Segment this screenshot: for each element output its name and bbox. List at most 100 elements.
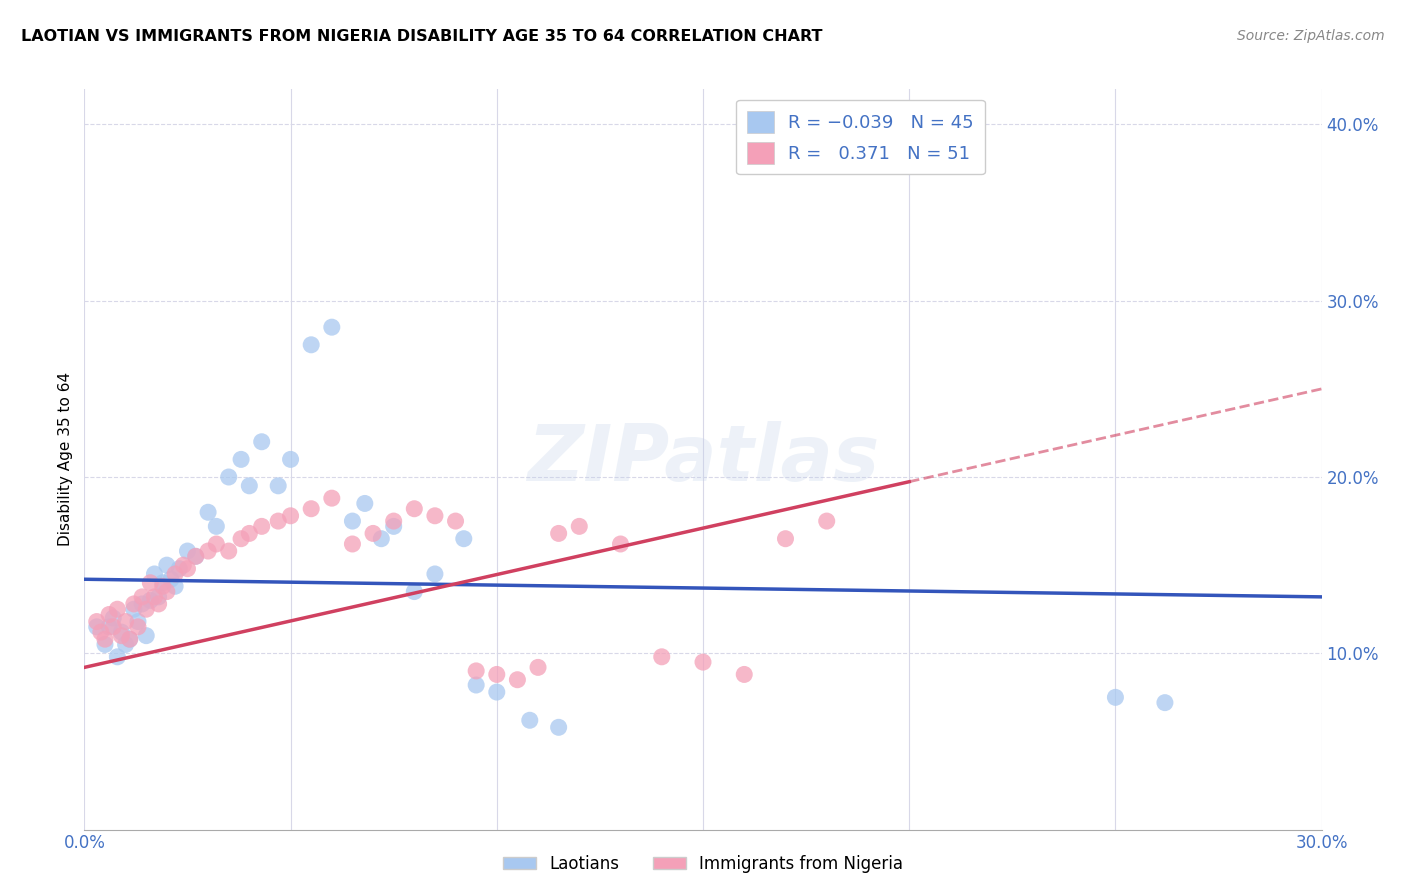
Point <box>143 590 166 604</box>
Point <box>506 673 529 687</box>
Point <box>98 607 121 622</box>
Point <box>105 649 128 664</box>
Point <box>815 514 838 528</box>
Point <box>127 620 149 634</box>
Point <box>114 637 136 651</box>
Text: Source: ZipAtlas.com: Source: ZipAtlas.com <box>1237 29 1385 43</box>
Point <box>94 637 117 651</box>
Point <box>122 602 145 616</box>
Point <box>86 615 108 629</box>
Point <box>250 519 273 533</box>
Point <box>165 579 187 593</box>
Point <box>465 678 488 692</box>
Point <box>103 611 125 625</box>
Point <box>160 572 183 586</box>
Point <box>382 514 405 528</box>
Point <box>165 566 187 581</box>
Point <box>238 526 260 541</box>
Point <box>321 320 343 334</box>
Point <box>280 508 302 523</box>
Point <box>485 667 508 681</box>
Point <box>176 562 198 576</box>
Point <box>444 514 467 528</box>
Point <box>1154 696 1177 710</box>
Point <box>103 620 125 634</box>
Point <box>238 479 260 493</box>
Point <box>218 470 240 484</box>
Point <box>139 575 162 590</box>
Point <box>110 629 132 643</box>
Point <box>733 667 755 681</box>
Point <box>114 615 136 629</box>
Point <box>131 590 153 604</box>
Point <box>148 590 170 604</box>
Point <box>229 452 252 467</box>
Y-axis label: Disability Age 35 to 64: Disability Age 35 to 64 <box>58 372 73 547</box>
Point <box>143 566 166 581</box>
Point <box>167 562 190 576</box>
Point <box>342 537 364 551</box>
Point <box>205 519 228 533</box>
Point <box>485 685 508 699</box>
Point <box>353 496 375 510</box>
Point <box>110 625 132 640</box>
Point <box>184 549 207 564</box>
Point <box>547 526 569 541</box>
Point <box>205 537 228 551</box>
Point <box>156 584 179 599</box>
Point <box>267 514 290 528</box>
Legend: Laotians, Immigrants from Nigeria: Laotians, Immigrants from Nigeria <box>496 848 910 880</box>
Point <box>692 655 714 669</box>
Point <box>135 602 157 616</box>
Point <box>361 526 384 541</box>
Point <box>90 625 112 640</box>
Point <box>176 544 198 558</box>
Point <box>184 549 207 564</box>
Point <box>404 584 426 599</box>
Point <box>139 593 162 607</box>
Point <box>453 532 475 546</box>
Text: LAOTIAN VS IMMIGRANTS FROM NIGERIA DISABILITY AGE 35 TO 64 CORRELATION CHART: LAOTIAN VS IMMIGRANTS FROM NIGERIA DISAB… <box>21 29 823 44</box>
Point <box>609 537 631 551</box>
Point <box>94 632 117 647</box>
Point <box>172 558 194 573</box>
Point <box>98 620 121 634</box>
Point <box>299 338 322 352</box>
Point <box>547 720 569 734</box>
Point <box>519 713 541 727</box>
Point <box>568 519 591 533</box>
Point <box>105 602 128 616</box>
Point <box>218 544 240 558</box>
Point <box>1104 690 1126 705</box>
Text: ZIPatlas: ZIPatlas <box>527 421 879 498</box>
Point <box>127 615 149 629</box>
Point <box>86 620 108 634</box>
Point <box>135 629 157 643</box>
Point <box>152 575 174 590</box>
Point <box>118 632 141 647</box>
Point <box>423 566 446 581</box>
Point <box>148 597 170 611</box>
Point <box>197 544 219 558</box>
Point <box>299 501 322 516</box>
Point <box>321 491 343 505</box>
Point <box>404 501 426 516</box>
Point <box>250 434 273 449</box>
Point <box>465 664 488 678</box>
Point <box>280 452 302 467</box>
Point <box>131 597 153 611</box>
Point <box>118 632 141 647</box>
Point <box>370 532 392 546</box>
Point <box>527 660 550 674</box>
Point <box>342 514 364 528</box>
Point <box>156 558 179 573</box>
Point <box>382 519 405 533</box>
Point <box>775 532 797 546</box>
Point <box>651 649 673 664</box>
Point <box>229 532 252 546</box>
Point <box>122 597 145 611</box>
Point <box>423 508 446 523</box>
Point <box>152 579 174 593</box>
Legend: R = −0.039   N = 45, R =   0.371   N = 51: R = −0.039 N = 45, R = 0.371 N = 51 <box>735 100 984 175</box>
Point <box>197 505 219 519</box>
